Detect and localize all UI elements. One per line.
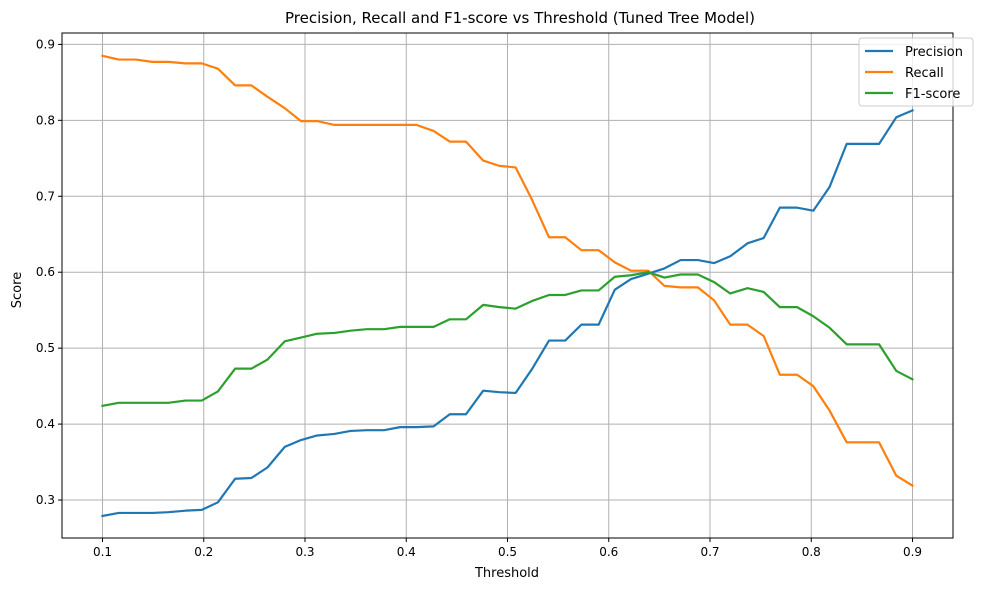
x-ticks: 0.1 0.2 0.3 0.4 0.5 0.6 0.7 0.8 0.9	[93, 538, 922, 559]
y-tick-label: 0.4	[36, 417, 55, 431]
legend-label-precision: Precision	[905, 45, 963, 60]
legend: Precision Recall F1-score	[858, 37, 974, 107]
x-tick-label: 0.3	[295, 545, 314, 559]
y-tick-label: 0.5	[36, 341, 55, 355]
x-tick-label: 0.4	[397, 545, 416, 559]
series-lines	[101, 54, 915, 518]
y-tick-label: 0.6	[36, 265, 55, 279]
series-line-recall	[101, 54, 915, 488]
series-line-precision	[101, 109, 914, 518]
y-ticks: 0.3 0.4 0.5 0.6 0.7 0.8 0.9	[36, 37, 62, 507]
grid	[62, 33, 953, 538]
series-line-f1-score	[101, 271, 914, 408]
y-tick-label: 0.7	[36, 189, 55, 203]
legend-label-f1-score: F1-score	[905, 87, 960, 102]
legend-label-recall: Recall	[905, 66, 944, 81]
x-tick-label: 0.5	[498, 545, 517, 559]
y-axis-label: Score	[10, 272, 25, 308]
x-tick-label: 0.7	[700, 545, 719, 559]
x-tick-label: 0.8	[802, 545, 821, 559]
x-axis-label: Threshold	[474, 566, 539, 581]
chart-title: Precision, Recall and F1-score vs Thresh…	[285, 9, 755, 27]
y-tick-label: 0.9	[36, 37, 55, 51]
y-tick-label: 0.8	[36, 113, 55, 127]
legend-box	[858, 37, 974, 107]
x-tick-label: 0.2	[194, 545, 213, 559]
y-tick-label: 0.3	[36, 493, 55, 507]
x-tick-label: 0.6	[599, 545, 618, 559]
x-tick-label: 0.1	[93, 545, 112, 559]
x-tick-label: 0.9	[903, 545, 922, 559]
